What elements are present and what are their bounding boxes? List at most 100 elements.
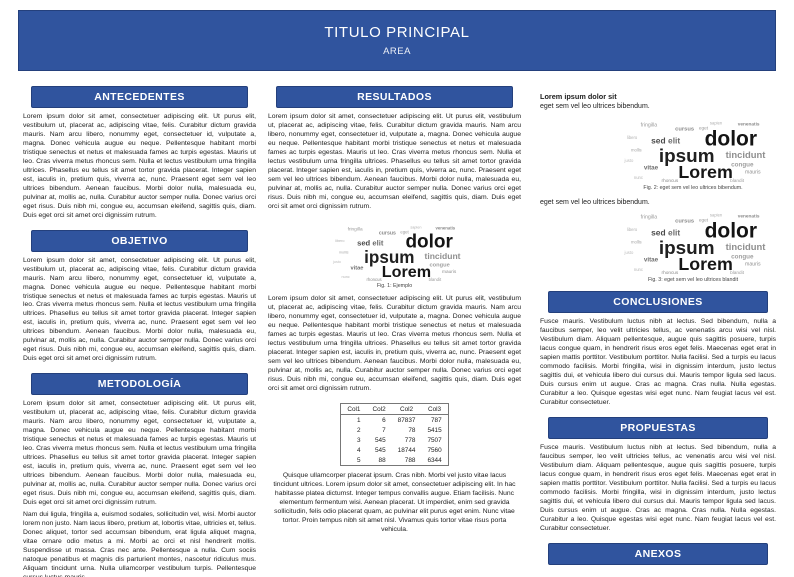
section-heading-anexos: ANEXOS [548, 542, 768, 565]
svg-text:mauris: mauris [442, 269, 457, 275]
right-between-text: eget sem vel leo ultrices bibendum. [540, 199, 650, 207]
svg-text:dolor: dolor [405, 231, 453, 252]
svg-text:blandit: blandit [730, 178, 745, 183]
table-cell: 6344 [427, 456, 442, 464]
svg-text:mauris: mauris [745, 170, 761, 176]
column-left: ANTECEDENTES Lorem ipsum dolor sit amet,… [22, 86, 257, 577]
svg-text:tincidunt: tincidunt [424, 251, 460, 261]
svg-text:venenatis: venenatis [738, 121, 760, 127]
svg-text:ipsum: ipsum [659, 238, 715, 259]
svg-text:cursus: cursus [675, 219, 694, 225]
svg-text:fringilla: fringilla [641, 215, 658, 221]
resultados-body-3: Quisque ullamcorper placerat ipsum. Cras… [273, 472, 516, 533]
svg-text:vitae: vitae [644, 257, 659, 264]
svg-text:Lorem: Lorem [678, 162, 733, 182]
svg-text:elit: elit [668, 227, 680, 237]
svg-text:congue: congue [731, 253, 754, 260]
svg-text:mollis: mollis [338, 250, 348, 254]
svg-text:justo: justo [624, 250, 635, 255]
metodologia-body-2: Nam dui ligula, fringilla a, euismod sod… [23, 510, 256, 577]
column-right: Lorem ipsum dolor sit eget sem vel leo u… [539, 86, 777, 577]
table-cell: 6 [382, 416, 386, 424]
svg-text:libero: libero [627, 135, 638, 140]
svg-text:nunc: nunc [634, 267, 643, 272]
right-intro-bold: Lorem ipsum dolor sit [540, 92, 617, 101]
wordcloud-image: fringilla cursus sapien venenatis eget libero… [624, 212, 767, 275]
table-cell: 2 [356, 426, 361, 434]
wordcloud-image: fringilla cursus sapien venenatis eget libero… [332, 225, 461, 282]
table-column-header: Col1 [340, 403, 367, 416]
svg-text:mauris: mauris [745, 262, 761, 268]
figure-2: fringilla cursus sapien venenatis eget libero… [609, 116, 777, 191]
table-cell: 778 [404, 436, 416, 444]
svg-text:libero: libero [627, 227, 638, 232]
column-middle: RESULTADOS Lorem ipsum dolor sit amet, c… [267, 86, 522, 543]
resultados-body-2: Lorem ipsum dolor sit amet, consectetuer… [268, 295, 521, 393]
table-cell: 7507 [427, 436, 442, 444]
table-column-header: Col2 [391, 403, 422, 416]
svg-text:venenatis: venenatis [738, 214, 760, 220]
svg-text:elit: elit [668, 135, 680, 145]
svg-text:rhoncus: rhoncus [662, 178, 679, 183]
svg-text:ipsum: ipsum [659, 146, 715, 167]
svg-text:fringilla: fringilla [347, 226, 362, 232]
figure-1-caption: Fig. 1: Ejemplo [376, 283, 413, 290]
svg-text:Lorem: Lorem [381, 263, 430, 281]
results-table-body: 1 6 87837 787 2 7 78 5415 3 545 778 7507 4 545 18744 75… [341, 415, 448, 466]
table-cell: 5415 [427, 426, 442, 434]
table-row: 3 545 778 7507 [341, 435, 448, 445]
svg-text:rhoncus: rhoncus [662, 270, 679, 275]
conclusiones-body: Fusce mauris. Vestibulum luctus nibh at … [540, 318, 776, 406]
metodologia-body: Lorem ipsum dolor sit amet, consectetuer… [23, 400, 256, 506]
results-table: Col1 Col2 Col2 Col3 1 6 87837 787 2 7 78 5415 3 545 7… [340, 403, 449, 467]
svg-text:sed: sed [357, 238, 370, 247]
figure-1: fringilla cursus sapien venenatis eget libero… [319, 221, 471, 290]
table-row: 5 88 788 6344 [341, 455, 448, 466]
results-table-header: Col1 Col2 Col2 Col3 [340, 403, 449, 416]
right-intro-text: eget sem vel leo ultrices bibendum. [540, 103, 650, 111]
table-row: 2 7 78 5415 [341, 425, 448, 435]
poster-header: TITULO PRINCIPAL AREA [18, 10, 776, 71]
svg-text:nunc: nunc [634, 175, 643, 180]
svg-text:sapien: sapien [710, 212, 723, 217]
svg-text:tincidunt: tincidunt [726, 242, 767, 253]
svg-text:rhoncus: rhoncus [366, 277, 381, 282]
antecedentes-body: Lorem ipsum dolor sit amet, consectetuer… [23, 113, 256, 219]
table-cell: 787 [430, 416, 442, 424]
table-cell: 7560 [427, 446, 442, 454]
svg-text:mollis: mollis [631, 148, 642, 153]
svg-text:justo: justo [332, 259, 341, 263]
table-column-header: Col2 [366, 403, 392, 416]
svg-text:libero: libero [335, 239, 344, 243]
table-cell: 87837 [397, 416, 416, 424]
svg-text:fringilla: fringilla [641, 122, 658, 128]
svg-text:sapien: sapien [410, 225, 421, 229]
table-cell: 788 [404, 456, 416, 464]
svg-text:cursus: cursus [675, 127, 694, 133]
objetivo-body: Lorem ipsum dolor sit amet, consectetuer… [23, 256, 256, 363]
documento-complementario-link[interactable]: DOCUMENTO COMPLEMENTARIO-ENLACE [540, 576, 700, 577]
section-heading-resultados: RESULTADOS [276, 86, 513, 108]
svg-text:tincidunt: tincidunt [726, 150, 767, 161]
table-cell: 7 [382, 426, 386, 434]
svg-text:blandit: blandit [730, 270, 745, 275]
svg-text:justo: justo [624, 158, 635, 163]
table-column-header: Col3 [421, 403, 449, 416]
table-cell: 5 [356, 456, 361, 464]
svg-text:congue: congue [429, 262, 449, 268]
table-row: 4 545 18744 7560 [341, 445, 448, 455]
section-heading-propuestas: PROPUESTAS [548, 416, 768, 439]
figure-3-caption: Fig. 3: eget sem vel leo ultrices blandi… [647, 277, 739, 284]
svg-text:congue: congue [731, 161, 754, 168]
svg-text:eget: eget [699, 218, 709, 224]
right-intro: Lorem ipsum dolor sit eget sem vel leo u… [540, 92, 776, 112]
svg-text:ipsum: ipsum [364, 247, 414, 266]
svg-text:eget: eget [400, 229, 409, 234]
svg-text:vitae: vitae [350, 265, 363, 271]
propuestas-body: Fusce mauris. Vestibulum luctus nibh at … [540, 443, 776, 532]
table-cell: 18744 [397, 446, 416, 454]
wordcloud-image: fringilla cursus sapien venenatis eget libero… [624, 120, 767, 183]
svg-text:nunc: nunc [341, 275, 349, 279]
svg-text:sed: sed [651, 135, 665, 145]
svg-text:sed: sed [651, 227, 665, 237]
